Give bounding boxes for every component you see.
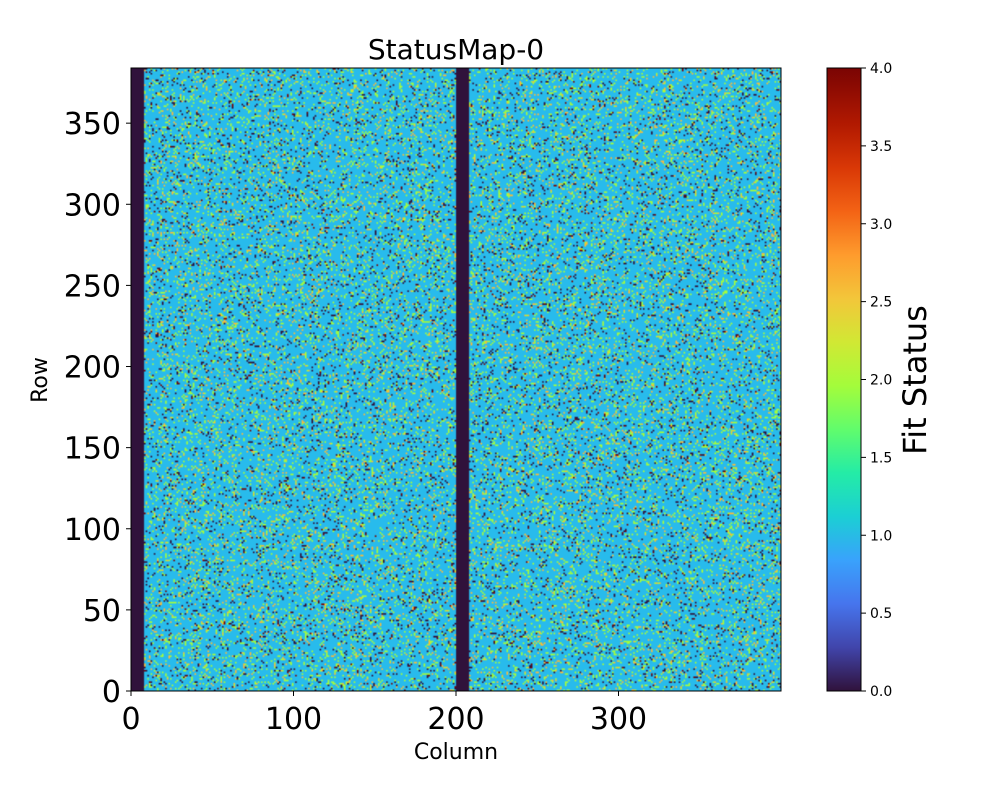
colorbar-ticks: 0.0 0.5 1.0 1.5 2.0 2.5 3.0 3.5 4.0 (861, 61, 892, 700)
x-tick-label: 100 (265, 702, 322, 737)
colorbar-label: Fit Status (896, 305, 934, 455)
x-tick-label: 300 (590, 702, 647, 737)
y-tick-label: 50 (83, 594, 121, 629)
colorbar-tick-label: 3.0 (870, 217, 892, 233)
y-tick-label: 100 (64, 513, 121, 548)
y-tick-label: 150 (64, 432, 121, 467)
x-axis-ticks: 0 100 200 300 (121, 691, 647, 737)
colorbar-tick-label: 1.5 (870, 450, 892, 466)
x-tick-label: 200 (427, 702, 484, 737)
y-tick-label: 200 (64, 351, 121, 386)
y-tick-label: 0 (102, 675, 121, 710)
colorbar-tick-label: 3.5 (870, 139, 892, 155)
colorbar (826, 67, 862, 692)
heatmap-image (131, 68, 781, 691)
colorbar-tick-label: 2.5 (870, 295, 892, 311)
colorbar-tick-label: 0.5 (870, 606, 892, 622)
y-tick-label: 250 (64, 269, 121, 304)
colorbar-tick-label: 1.0 (870, 528, 892, 544)
y-axis-ticks: 0 50 100 150 200 250 300 350 (64, 107, 131, 710)
colorbar-tick-label: 0.0 (870, 684, 892, 700)
y-tick-label: 350 (64, 107, 121, 142)
x-tick-label: 0 (121, 702, 140, 737)
y-axis-label: Row (28, 357, 53, 403)
chart-title: StatusMap-0 (368, 33, 544, 66)
colorbar-tick-label: 2.0 (870, 373, 892, 389)
y-tick-label: 300 (64, 188, 121, 223)
colorbar-tick-label: 4.0 (870, 61, 892, 77)
x-axis-label: Column (414, 740, 498, 765)
